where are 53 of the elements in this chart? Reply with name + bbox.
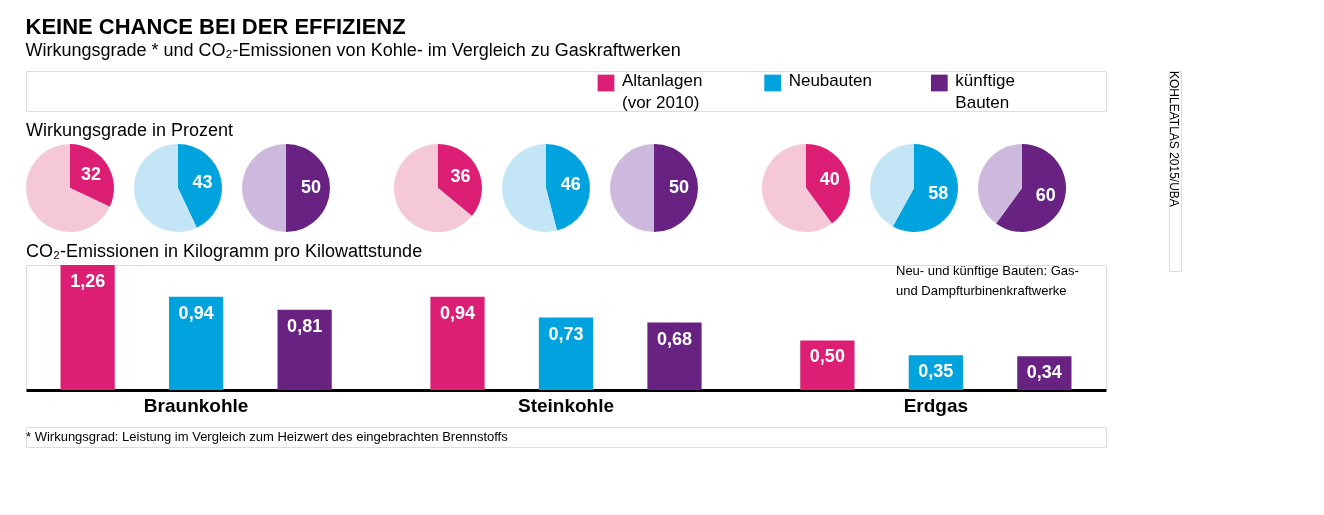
pie-slice (286, 144, 330, 232)
bar (430, 296, 485, 390)
data-label: 58 (928, 183, 949, 204)
data-label: 32 (81, 163, 102, 184)
data-label: 50 (668, 177, 690, 197)
pie-slice (242, 144, 286, 232)
data-label: 0,94 (178, 302, 214, 323)
data-label: 40 (819, 169, 840, 190)
bar (169, 296, 224, 390)
pie-slice (394, 144, 472, 232)
data-label: 36 (450, 166, 471, 187)
bar (277, 309, 332, 390)
data-label: 0,68 (656, 328, 693, 349)
chart-title: CO₂-Emissionen in Kilogramm pro Kilowattstunde (26, 241, 423, 261)
data-label: 0,94 (439, 302, 476, 323)
pie-slice (610, 144, 654, 232)
data-label: 1,26 (70, 271, 106, 291)
data-label: 43 (192, 171, 213, 192)
data-label: 0,35 (918, 361, 954, 382)
x-tick-label: Erdgas (903, 394, 969, 416)
legend-label: Neubauten (788, 71, 872, 90)
annotation: Neu- und künftige Bauten: Gas- und Dampfturbinenkraftwerke (896, 263, 1079, 298)
pie-slice (978, 144, 1022, 224)
text: KOHLEATLAS 2015/UBA (1167, 71, 1181, 207)
pie-slice (892, 144, 958, 232)
bar (538, 317, 594, 390)
data-label: 0,81 (287, 315, 323, 336)
pie-slice (806, 144, 850, 224)
pie-slice (996, 144, 1066, 232)
data-label: 50 (300, 177, 322, 197)
pie-slice (546, 144, 590, 231)
data-label: 0,50 (809, 346, 845, 367)
pie-slice (26, 144, 110, 232)
data-label: 60 (1035, 184, 1056, 205)
pie-slice (438, 144, 482, 217)
x-tick-label: Braunkohle (143, 394, 249, 416)
data-label: 0,34 (1026, 362, 1062, 383)
bar (647, 322, 702, 390)
text: KEINE CHANCE BEI DER EFFIZIENZ (25, 13, 406, 39)
pie-slice (502, 144, 557, 232)
text: Wirkungsgrade in Prozent (26, 120, 234, 140)
pie-slice (870, 144, 914, 227)
pie-slice (70, 144, 114, 207)
text: Wirkungsgrade * und CO₂-Emissionen von Kohle- im Vergleich zu Gaskraftwerken (25, 39, 681, 60)
data-label: 0,73 (548, 323, 584, 344)
legend-label: Altanlagen (vor 2010) (622, 71, 703, 112)
legend-label: künftige Bauten (955, 71, 1015, 112)
pie-slice (654, 144, 698, 232)
x-tick-label: Steinkohle (517, 394, 615, 416)
text: * Wirkungsgrad: Leistung im Vergleich zum Heizwert des eingebrachten Brennstoffs (26, 429, 509, 444)
bar (60, 265, 115, 390)
data-label: 46 (560, 173, 581, 194)
pie-slice (178, 144, 222, 228)
